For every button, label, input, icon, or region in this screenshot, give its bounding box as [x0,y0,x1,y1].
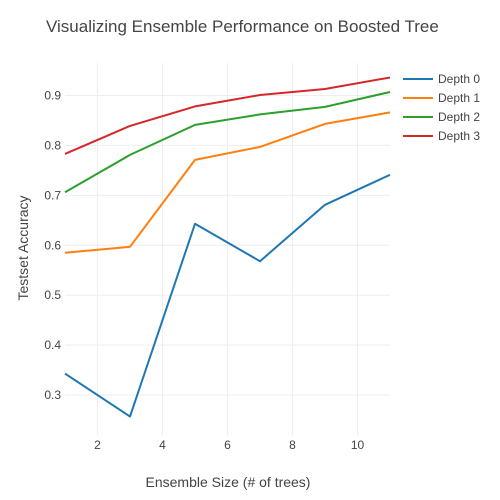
x-tick-label: 2 [94,438,101,452]
y-axis-title: Testset Accuracy [15,195,31,300]
y-tick-label: 0.8 [44,138,61,152]
legend-item-depth-2[interactable]: Depth 2 [403,110,480,124]
x-tick-label: 8 [289,438,296,452]
legend-item-depth-0[interactable]: Depth 0 [403,72,480,86]
y-tick-label: 0.3 [44,388,61,402]
y-tick-label: 0.7 [44,188,61,202]
legend-item-depth-3[interactable]: Depth 3 [403,129,480,143]
y-tick-label: 0.6 [44,238,61,252]
chart-title: Visualizing Ensemble Performance on Boos… [46,17,439,36]
legend-label: Depth 0 [438,72,480,86]
series-line-depth-0[interactable] [64,173,391,418]
series-line-depth-3[interactable] [64,76,391,155]
legend-item-depth-1[interactable]: Depth 1 [403,91,480,105]
series-layer [64,76,391,418]
y-tick-label: 0.9 [44,88,61,102]
legend-label: Depth 2 [438,110,480,124]
x-axis-title: Ensemble Size (# of trees) [146,474,311,490]
x-tick-label: 10 [351,438,365,452]
series-line-depth-2[interactable] [64,91,391,194]
x-tick-label: 4 [159,438,166,452]
legend-label: Depth 3 [438,129,480,143]
legend-label: Depth 1 [438,91,480,105]
x-tick-label: 6 [224,438,231,452]
y-tick-labels: 0.3 0.4 0.5 0.6 0.7 0.8 0.9 [44,88,61,402]
x-tick-labels: 2 4 6 8 10 [94,438,364,452]
y-tick-label: 0.4 [44,338,61,352]
series-line-depth-1[interactable] [64,111,391,254]
legend[interactable]: Depth 0 Depth 1 Depth 2 Depth 3 [403,72,480,143]
grid-layer [65,63,390,435]
y-tick-label: 0.5 [44,288,61,302]
